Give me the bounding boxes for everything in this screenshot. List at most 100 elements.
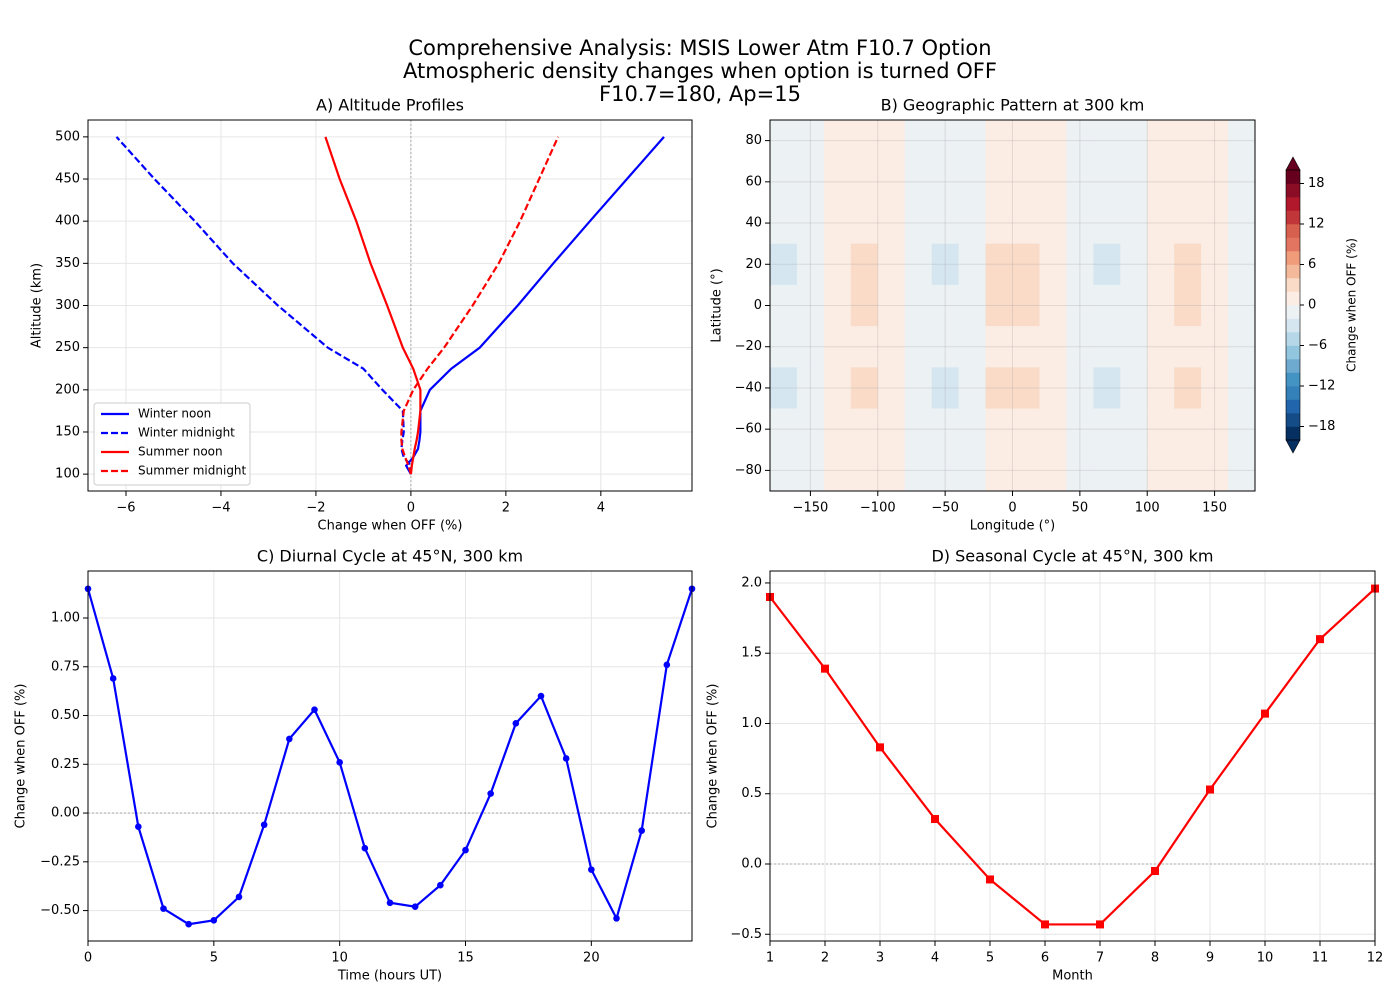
colorbar-tick-label: 12 (1308, 217, 1325, 232)
y-tick-label: 80 (745, 133, 762, 148)
heat-cell (1228, 367, 1256, 410)
colorbar-tick-label: −18 (1308, 419, 1335, 434)
heat-cell (877, 408, 906, 451)
heat-cell (877, 449, 906, 492)
marker (311, 706, 318, 713)
heat-cell (904, 408, 933, 451)
heat-cell (931, 243, 960, 286)
heat-cell (931, 449, 960, 492)
colorbar-band (1286, 210, 1300, 225)
colorbar-tick-label: −12 (1308, 379, 1335, 394)
heat-cell (1147, 326, 1175, 368)
heat-cell (770, 408, 798, 451)
heat-cell (1093, 120, 1121, 162)
colorbar-band (1286, 318, 1300, 333)
y-tick-label: 2.0 (741, 575, 762, 590)
marker (1096, 920, 1104, 929)
heat-cell (1174, 326, 1202, 368)
marker (1316, 635, 1324, 644)
heat-cell (1066, 408, 1094, 451)
heat-cell (1174, 202, 1202, 245)
colorbar-band (1286, 264, 1300, 279)
heat-cell (904, 449, 933, 492)
heat-cell (931, 326, 960, 368)
marker (1041, 920, 1049, 929)
heat-cell (1201, 367, 1229, 410)
y-tick-label: 200 (55, 382, 80, 397)
heat-cell (770, 243, 798, 286)
heat-cell (1228, 408, 1256, 451)
x-axis-label: Month (1052, 969, 1093, 984)
y-tick-label: 1.00 (51, 611, 80, 626)
heat-cell (904, 326, 933, 368)
heat-cell (1093, 161, 1121, 203)
marker (286, 735, 293, 743)
heat-cell (1147, 202, 1175, 245)
colorbar-tick-label: 0 (1308, 298, 1316, 313)
heat-cell (1201, 243, 1229, 286)
heat-cell (796, 202, 825, 245)
profile-line (324, 136, 422, 475)
heat-cell (1174, 243, 1202, 286)
colorbar-band (1286, 278, 1300, 292)
heat-cell (1012, 243, 1040, 286)
plot-frame (769, 570, 1376, 942)
marker (931, 815, 939, 824)
y-axis-label: Change when OFF (%) (14, 684, 29, 829)
y-tick-label: 500 (55, 129, 80, 144)
heat-cell (958, 243, 987, 286)
x-axis-label: Change when OFF (%) (318, 519, 463, 534)
colorbar-tick-label: 6 (1308, 257, 1316, 272)
colorbar-band (1286, 399, 1300, 414)
heat-cell (1012, 408, 1040, 451)
legend-label: Summer midnight (138, 464, 247, 478)
suptitle: F10.7=180, Ap=15 (599, 82, 801, 106)
marker (487, 790, 494, 797)
y-tick-label: −0.5 (730, 927, 762, 942)
y-axis-label: Change when OFF (%) (706, 684, 721, 829)
heat-cell (796, 284, 825, 327)
heat-cell (770, 367, 798, 410)
subplot-title: C) Diurnal Cycle at 45°N, 300 km (257, 547, 523, 566)
colorbar-tick-label: −6 (1308, 338, 1327, 353)
marker (411, 903, 419, 910)
heat-cell (985, 284, 1013, 327)
heat-cell (796, 326, 825, 368)
heat-cell (850, 367, 879, 410)
heat-cell (1174, 408, 1202, 451)
heat-cell (904, 367, 933, 410)
heat-cell (1039, 284, 1067, 327)
x-tick-label: 100 (1135, 501, 1160, 516)
x-tick-label: −150 (793, 501, 829, 516)
x-tick-label: 15 (457, 951, 474, 966)
profile-line (400, 136, 560, 475)
y-tick-label: 1.0 (741, 716, 762, 731)
heat-cell (850, 161, 879, 203)
x-tick-label: −50 (931, 501, 958, 516)
heat-cell (931, 202, 960, 245)
marker (185, 920, 192, 928)
y-tick-label: 100 (55, 467, 80, 482)
heat-cell (1120, 449, 1148, 492)
x-tick-label: 10 (1257, 951, 1274, 966)
heat-cell (1147, 408, 1175, 451)
heat-cell (877, 326, 906, 368)
y-tick-label: 450 (55, 172, 80, 187)
legend-box (93, 402, 251, 486)
subplot-title: A) Altitude Profiles (316, 96, 464, 115)
marker (588, 866, 595, 873)
y-tick-label: 0.0 (741, 856, 762, 871)
heat-cell (1093, 326, 1121, 368)
x-tick-label: 9 (1206, 951, 1214, 966)
heat-cell (1012, 284, 1040, 327)
x-tick-label: 5 (986, 951, 994, 966)
legend-label: Winter midnight (138, 426, 235, 440)
x-tick-label: 8 (1151, 951, 1159, 966)
heat-cell (985, 120, 1013, 162)
heat-cell (1066, 367, 1094, 410)
heat-cell (1120, 284, 1148, 327)
heat-cell (850, 326, 879, 368)
heat-cell (958, 284, 987, 327)
x-tick-label: 11 (1312, 951, 1329, 966)
heat-cell (1201, 120, 1229, 162)
